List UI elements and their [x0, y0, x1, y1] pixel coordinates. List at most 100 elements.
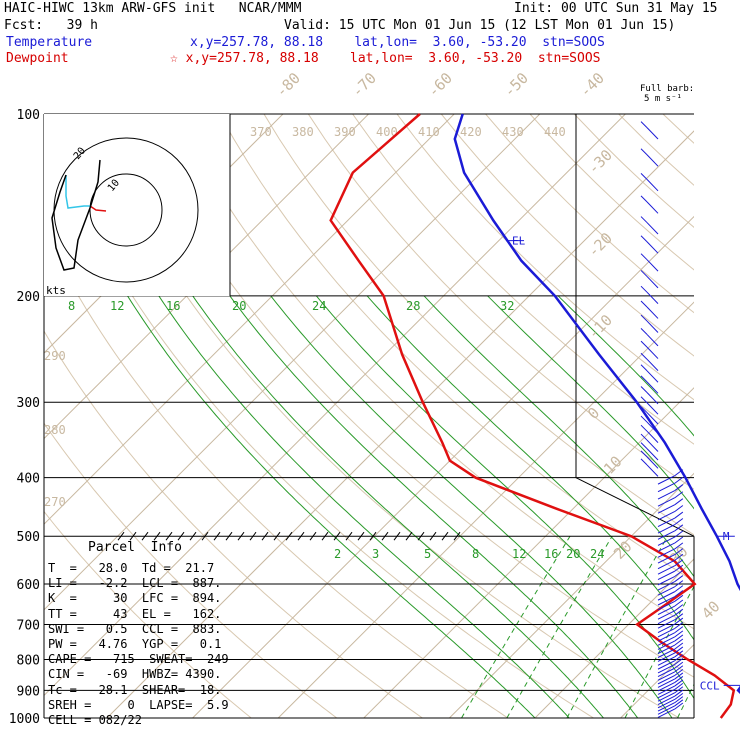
wind-barb — [646, 381, 659, 394]
dry-adiabat-line — [618, 114, 694, 186]
wind-barb — [646, 358, 659, 371]
wind-barb-flag — [674, 548, 684, 556]
wind-barb-flag — [640, 270, 648, 277]
wind-barb-flag — [674, 654, 684, 662]
wind-barb — [646, 222, 659, 235]
wind-barb-flag — [674, 542, 684, 550]
hatch-mark — [309, 531, 317, 541]
dewpoint-location: ☆ x,y=257.78, 88.18 lat,lon= 3.60, -53.2… — [170, 51, 601, 66]
dry-adiabat-line — [263, 114, 694, 536]
wind-barb-flag — [640, 450, 648, 458]
wind-barbs — [640, 121, 684, 718]
wind-barb — [657, 575, 676, 586]
isotherm-line — [44, 114, 626, 697]
moist-adiabat-line — [557, 295, 694, 437]
level-marker-label: M — [723, 530, 730, 543]
wind-barb — [657, 517, 676, 528]
wind-barb — [657, 644, 676, 654]
level-markers: ELMCCLLCLLFC — [506, 235, 740, 692]
wind-barb — [657, 559, 676, 570]
pressure-tick-label: 1000 — [9, 712, 40, 727]
wind-barb-flag — [640, 216, 648, 223]
dry-adiabat-line — [130, 114, 694, 678]
wind-barb — [657, 623, 676, 634]
wind-barb-flag — [674, 626, 684, 634]
mixing-ratio-label: 3 — [372, 547, 379, 561]
hatch-mark — [393, 531, 401, 541]
theta-label: 430 — [502, 125, 524, 139]
wind-barb-flag — [674, 564, 684, 572]
wind-barb — [657, 656, 676, 666]
wind-barb-flag — [674, 569, 684, 577]
wind-barb-flag — [674, 638, 684, 646]
moist-adiabat-line — [487, 295, 694, 510]
wind-barb — [646, 276, 659, 289]
wind-barb-flag — [640, 352, 648, 360]
wind-barb — [657, 667, 676, 678]
isotherm-label: 40 — [698, 597, 724, 623]
wind-barb — [646, 201, 659, 214]
wind-barb — [657, 530, 676, 540]
hatch-mark — [369, 531, 377, 541]
wind-barb — [657, 698, 676, 709]
wind-barb-flag — [674, 469, 684, 477]
wind-barb — [646, 421, 659, 434]
wind-barb — [657, 702, 676, 712]
parcel-info-row: K = 30 LFC = 894. — [48, 591, 222, 606]
wind-barb — [657, 570, 676, 581]
wind-barb-flag — [674, 530, 684, 538]
hatch-mark — [129, 531, 137, 541]
isotherm-line — [620, 643, 694, 718]
level-marker-label: CCL — [700, 679, 720, 692]
wind-barb-flag — [674, 553, 684, 561]
wind-barb — [646, 127, 659, 140]
wind-barb-flag — [640, 328, 648, 335]
mixing-ratio-label: 20 — [566, 547, 580, 561]
wind-barb — [646, 346, 659, 359]
isotherm-line — [277, 301, 694, 718]
wind-barb-flag — [674, 658, 684, 665]
wind-barb-flag — [640, 285, 648, 293]
sounding-profiles — [329, 113, 740, 719]
pressure-tick-label: 200 — [17, 290, 40, 305]
isotherm-line — [44, 114, 369, 440]
wind-barb-flag — [640, 406, 648, 413]
wind-barb-flag — [674, 699, 684, 707]
wind-barb — [646, 154, 659, 167]
wind-barb-flag — [674, 650, 684, 658]
hodograph-trace-upper — [51, 159, 101, 271]
theta-label: 380 — [292, 125, 314, 139]
wind-barb-flag — [640, 442, 648, 449]
wind-barb-flag — [674, 634, 684, 642]
wind-barb-flag — [640, 386, 648, 393]
wind-barb — [646, 412, 659, 425]
isotherm-line — [363, 387, 694, 718]
mixing-ratio-label: 12 — [512, 547, 526, 561]
wind-barb — [657, 648, 676, 658]
wind-barb-flag — [674, 476, 684, 484]
dry-adiabat-line — [174, 114, 694, 630]
wind-barb-flag — [674, 661, 684, 669]
valid-time: Valid: 15 UTC Mon 01 Jun 15 (12 LST Mon … — [284, 18, 676, 33]
wind-barb — [657, 640, 676, 650]
mixing-ratio-label: 12 — [110, 299, 124, 313]
wind-barb-flag — [674, 679, 684, 687]
isotherm-line — [106, 130, 694, 718]
wind-barb — [657, 475, 676, 485]
isotherm-line — [449, 472, 694, 718]
wind-barb — [657, 708, 676, 718]
dry-adiabat-line — [707, 114, 740, 718]
isotherm-label: -40 — [576, 69, 608, 101]
wind-barb — [657, 581, 676, 591]
isotherm-label: 0 — [584, 404, 603, 423]
hatch-mark — [381, 531, 389, 541]
wind-barb-flag — [640, 314, 648, 322]
wind-barb-flag — [674, 617, 684, 625]
mixing-ratio-label: 5 — [424, 547, 431, 561]
mixing-ratio-label: 8 — [472, 547, 479, 561]
mixing-ratio-label: 16 — [544, 547, 558, 561]
wind-barb-flag — [674, 594, 684, 602]
wind-barb-flag — [674, 630, 684, 638]
pressure-tick-label: 900 — [17, 684, 40, 699]
